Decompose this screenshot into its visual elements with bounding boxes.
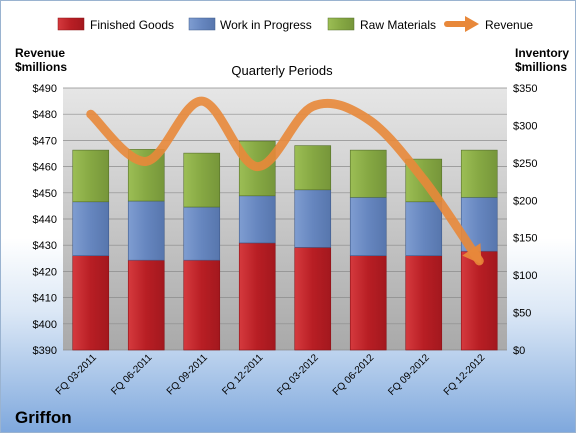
legend-label-finished-goods: Finished Goods xyxy=(90,18,174,32)
bar-work-in-progress xyxy=(183,206,221,261)
right-tick-label: $0 xyxy=(513,345,525,357)
company-name: Griffon xyxy=(15,408,72,427)
left-tick-label: $440 xyxy=(33,214,57,226)
left-tick-label: $470 xyxy=(33,135,57,147)
left-tick-label: $480 xyxy=(33,109,57,121)
right-axis-title-line1: Inventory xyxy=(515,46,569,60)
bar-finished-goods xyxy=(349,255,387,351)
right-tick-label: $250 xyxy=(513,158,537,170)
legend-swatch-finished-goods xyxy=(57,17,85,31)
bar-finished-goods xyxy=(127,259,165,351)
right-tick-label: $50 xyxy=(513,308,531,320)
bar-work-in-progress xyxy=(405,201,443,256)
left-tick-label: $390 xyxy=(33,345,57,357)
x-tick-label: FQ 09-2012 xyxy=(386,352,432,398)
left-tick-label: $400 xyxy=(33,319,57,331)
left-tick-label: $430 xyxy=(33,240,57,252)
left-tick-label: $450 xyxy=(33,188,57,200)
bar-work-in-progress xyxy=(238,195,276,244)
legend-swatch-work-in-progress xyxy=(188,17,216,31)
legend-swatch-raw-materials xyxy=(327,17,355,31)
bar-finished-goods xyxy=(405,255,443,351)
revenue-arrowhead xyxy=(462,243,482,265)
bar-raw-materials xyxy=(294,145,332,191)
legend-label-revenue: Revenue xyxy=(485,18,533,32)
bar-work-in-progress xyxy=(72,201,110,256)
bar-finished-goods xyxy=(238,242,276,351)
revenue-line-group xyxy=(86,96,484,266)
x-tick-label: FQ 03-2012 xyxy=(275,352,321,398)
left-tick-label: $420 xyxy=(33,266,57,278)
right-tick-label: $150 xyxy=(513,233,537,245)
legend-swatch-revenue xyxy=(444,16,479,32)
right-tick-label: $300 xyxy=(513,120,537,132)
x-axis-labels: FQ 03-2011 FQ 06-2011 FQ 09-2011 FQ 12-2011… xyxy=(54,352,488,398)
left-axis-title-line1: Revenue xyxy=(15,46,65,60)
left-axis-title-line2: $millions xyxy=(15,60,67,74)
x-tick-label: FQ 12-2012 xyxy=(442,352,488,398)
bar-finished-goods xyxy=(460,250,498,351)
revenue-line xyxy=(86,96,484,266)
legend-label-work-in-progress: Work in Progress xyxy=(220,18,312,32)
left-axis-ticks: $390 $400 $410 $420 $430 $440 $450 $460 $470 $480… xyxy=(33,83,57,357)
x-tick-label: FQ 09-2011 xyxy=(165,352,210,397)
x-tick-label: FQ 03-2011 xyxy=(54,352,99,397)
bar-raw-materials xyxy=(460,149,498,198)
bar-work-in-progress xyxy=(127,200,165,261)
right-axis-ticks: $0 $50 $100 $150 $200 $250 $300 $350 xyxy=(513,83,537,357)
right-tick-label: $200 xyxy=(513,195,537,207)
bar-finished-goods xyxy=(72,255,110,351)
x-tick-label: FQ 06-2012 xyxy=(331,352,377,398)
bar-work-in-progress xyxy=(294,189,332,248)
right-axis-title-line2: $millions xyxy=(515,60,567,74)
bar-finished-goods xyxy=(294,247,332,351)
right-tick-label: $350 xyxy=(513,83,537,95)
chart-title: Quarterly Periods xyxy=(231,63,333,78)
left-tick-label: $490 xyxy=(33,83,57,95)
bar-raw-materials xyxy=(183,152,221,208)
bar-raw-materials xyxy=(72,149,110,203)
bar-work-in-progress xyxy=(349,196,387,256)
left-tick-label: $460 xyxy=(33,162,57,174)
bar-finished-goods xyxy=(183,259,221,351)
legend-label-raw-materials: Raw Materials xyxy=(360,18,436,32)
bar-raw-materials xyxy=(349,149,387,198)
right-tick-label: $100 xyxy=(513,270,537,282)
x-tick-label: FQ 06-2011 xyxy=(109,352,154,397)
legend: Finished Goods Work in Progress Raw Mate… xyxy=(57,16,533,32)
left-tick-label: $410 xyxy=(33,293,57,305)
x-tick-label: FQ 12-2011 xyxy=(220,352,265,397)
